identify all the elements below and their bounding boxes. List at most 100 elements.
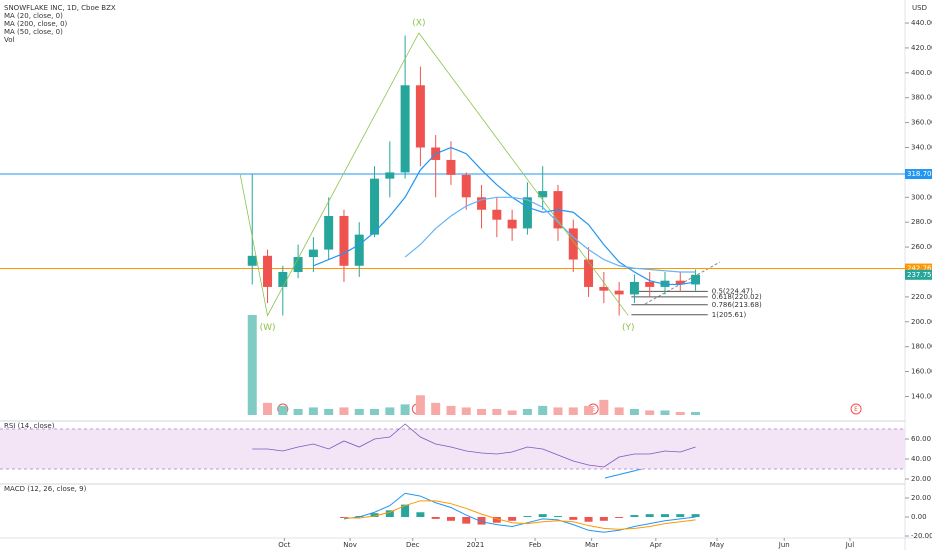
price-label-box: [905, 263, 932, 274]
volume-bar: [507, 410, 517, 415]
legend-entry: MA (200, close, 0): [4, 20, 68, 28]
volume-bar: [568, 407, 578, 415]
candle-body: [461, 174, 471, 198]
pane-title: MACD (12, 26, close, 9): [4, 485, 87, 493]
y-tick-label: 180.00: [911, 343, 932, 351]
histogram-bar: [385, 510, 394, 517]
y-tick-label: 380.00: [911, 94, 932, 102]
x-tick-label: Jun: [778, 541, 790, 549]
histogram-bar: [676, 514, 685, 517]
volume-bar: [293, 408, 303, 415]
histogram-bar: [630, 515, 639, 517]
histogram-bar: [401, 504, 410, 517]
histogram-bar: [553, 516, 562, 517]
x-tick-label: Oct: [278, 541, 290, 549]
price-label-box: [905, 269, 932, 280]
volume-bar: [461, 407, 471, 415]
currency: USD: [912, 4, 927, 12]
volume-bar: [492, 408, 502, 415]
fib-label: 0.786(213.68): [712, 301, 762, 309]
candle-body: [584, 259, 594, 287]
histogram-bar: [569, 516, 578, 520]
candle-body: [538, 191, 548, 198]
candle-body: [675, 280, 685, 285]
rsi-line: [252, 423, 696, 468]
y-tick-label: 340.00: [911, 144, 932, 152]
histogram-bar: [599, 516, 608, 521]
volume-bar: [324, 408, 334, 415]
histogram-bar: [523, 516, 532, 517]
rsi-band: [0, 429, 905, 469]
y-tick-label: 200.00: [911, 318, 932, 326]
y-tick-label: 20.00: [911, 494, 931, 502]
x-tick-label: Dec: [406, 541, 420, 549]
candle-body: [568, 228, 578, 260]
volume-bar: [629, 408, 639, 415]
legend-entry: MA (20, close, 0): [4, 12, 63, 20]
event-marker: [850, 403, 862, 415]
histogram-bar: [431, 516, 440, 519]
legend-entry: Vol: [4, 36, 15, 44]
y-tick-label: 0.00: [911, 513, 927, 521]
chart-title: SNOWFLAKE INC, 1D, Cboe BZX: [4, 4, 116, 12]
candle-body: [507, 219, 517, 229]
fib-label: 0.618(220.02): [712, 293, 762, 301]
candle-body: [522, 197, 532, 229]
candle-body: [308, 249, 318, 258]
volume-bar: [660, 410, 670, 415]
volume-bar: [354, 408, 364, 415]
ma-line: [404, 196, 696, 273]
candle-body: [660, 280, 670, 287]
y-tick-label: 440.00: [911, 19, 932, 27]
volume-bar: [385, 407, 395, 415]
wave-line: [239, 32, 629, 317]
volume-bar: [675, 411, 685, 415]
candle-body: [415, 85, 425, 148]
volume-bar: [553, 407, 563, 415]
histogram-bar: [492, 516, 501, 523]
x-tick-label: Jul: [845, 541, 855, 549]
histogram-bar: [370, 513, 379, 517]
y-tick-label: 260.00: [911, 243, 932, 251]
legend-entry: MA (50, close, 0): [4, 28, 63, 36]
histogram-bar: [660, 514, 669, 517]
candle-body: [263, 255, 273, 287]
x-tick-label: Feb: [529, 541, 542, 549]
candle-body: [492, 209, 502, 220]
x-tick-label: 2021: [467, 541, 485, 549]
candle-body: [477, 197, 487, 210]
histogram-bar: [416, 512, 425, 517]
y-tick-label: 360.00: [911, 119, 932, 127]
pane-title: RSI (14, close): [4, 422, 55, 430]
macd-line: [343, 500, 696, 530]
y-tick-label: 160.00: [911, 368, 932, 376]
histogram-bar: [584, 516, 593, 522]
y-tick-label: 300.00: [911, 193, 932, 201]
candle-body: [278, 271, 288, 287]
candle-body: [599, 286, 609, 291]
event-label: E: [591, 406, 595, 413]
volume-bar: [645, 410, 655, 415]
price-label: 318.70: [907, 170, 932, 178]
volume-bar: [400, 404, 410, 415]
volume-bar: [522, 408, 532, 415]
price-label-box: [905, 169, 932, 180]
x-tick-label: Apr: [650, 541, 662, 549]
candle-body: [247, 255, 257, 266]
histogram-bar: [477, 516, 486, 525]
histogram-bar: [538, 514, 547, 517]
volume-bar: [584, 405, 594, 415]
y-tick-label: 400.00: [911, 69, 932, 77]
x-tick-label: Nov: [343, 541, 357, 549]
histogram-bar: [508, 516, 517, 521]
volume-bar: [278, 405, 288, 415]
candle-body: [629, 281, 639, 295]
volume-bar: [538, 405, 548, 415]
x-tick-label: Mar: [585, 541, 598, 549]
candle-body: [645, 281, 655, 287]
volume-bar: [308, 407, 318, 415]
y-tick-label: 280.00: [911, 218, 932, 226]
volume-bar: [415, 395, 425, 415]
y-tick-label: 420.00: [911, 44, 932, 52]
wave-label: (W): [260, 323, 276, 333]
